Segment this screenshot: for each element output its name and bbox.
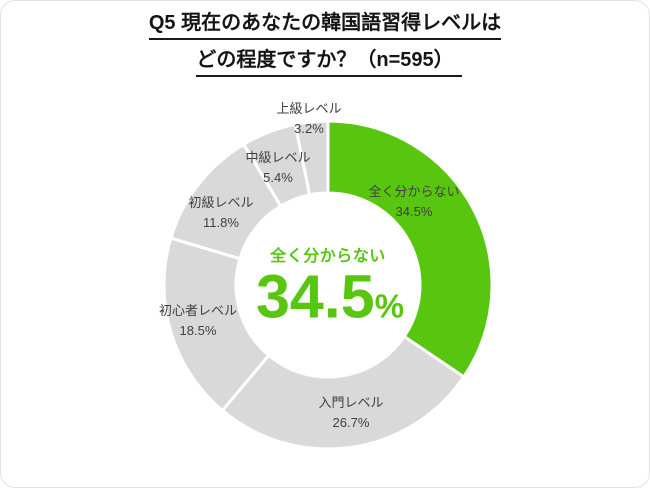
segment-label-category: 全く分からない bbox=[368, 184, 460, 199]
chart-title-line-2: どの程度ですか？（n=595） bbox=[196, 49, 462, 77]
center-value-percent-sign: % bbox=[374, 287, 405, 325]
segment-label-category: 入門レベル bbox=[318, 395, 384, 410]
segment-label-category: 中級レベル bbox=[245, 150, 311, 165]
segment-label-category: 上級レベル bbox=[276, 101, 342, 116]
chart-title-line-1: Q5 現在のあなたの韓国語習得レベルは bbox=[148, 12, 502, 40]
segment-label-value: 5.4% bbox=[263, 170, 293, 185]
segment-label-value: 11.8% bbox=[203, 215, 239, 230]
donut-segment-1 bbox=[220, 334, 466, 451]
donut-segment-0 bbox=[326, 119, 494, 379]
center-value-number: 34.5 bbox=[255, 262, 375, 331]
segment-label-2: 初心者レベル 18.5% bbox=[159, 301, 237, 341]
segment-label-category: 初心者レベル bbox=[158, 303, 238, 318]
segment-label-5: 上級レベル 3.2% bbox=[276, 99, 341, 139]
donut-segment-5 bbox=[293, 119, 330, 197]
chart-title: Q5 現在のあなたの韓国語習得レベルは どの程度ですか？（n=595） bbox=[1, 12, 649, 77]
segment-label-value: 18.5% bbox=[179, 323, 217, 338]
center-category-label: 全く分からない bbox=[270, 248, 386, 265]
segment-label-category: 初級レベル bbox=[188, 195, 254, 210]
segment-label-4: 中級レベル 5.4% bbox=[245, 148, 310, 188]
segment-label-1: 入門レベル 26.7% bbox=[318, 393, 383, 433]
segment-label-value: 3.2% bbox=[294, 121, 324, 136]
segment-label-0: 全く分からない 34.5% bbox=[368, 182, 459, 222]
segment-label-value: 26.7% bbox=[332, 415, 370, 430]
center-value: 34.5% bbox=[255, 262, 405, 331]
segment-label-3: 初級レベル 11.8% bbox=[188, 193, 253, 233]
segment-label-value: 34.5% bbox=[395, 204, 433, 219]
